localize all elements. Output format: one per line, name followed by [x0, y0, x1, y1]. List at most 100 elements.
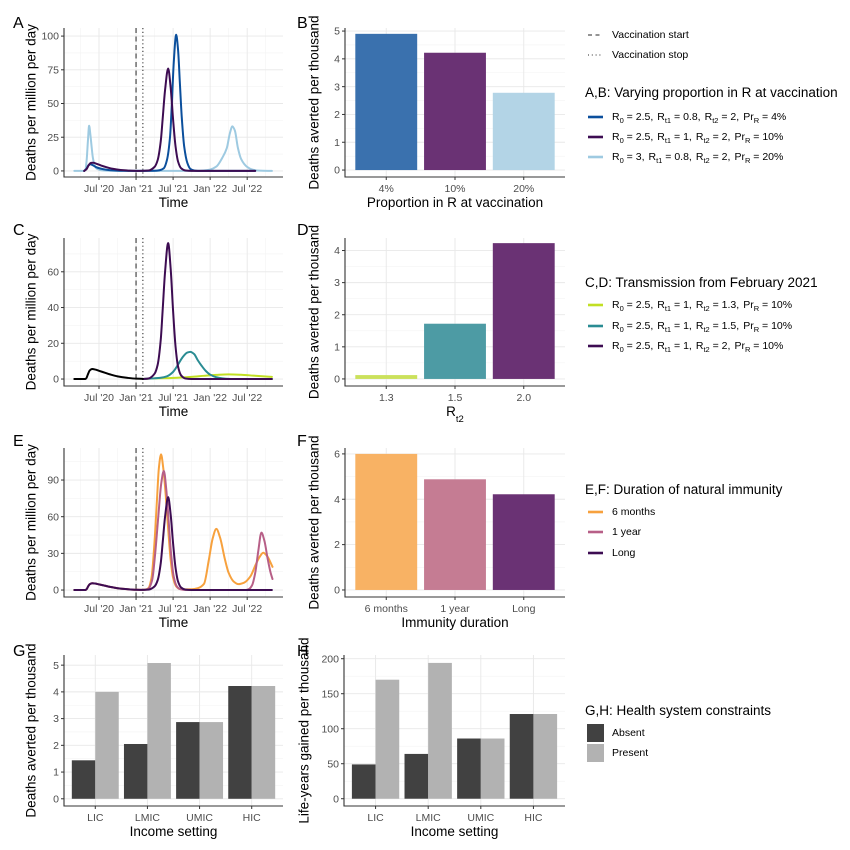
- legend-label: Present: [612, 747, 649, 759]
- bar-lmic-present: [428, 662, 452, 799]
- parameter-value: = 10%: [759, 320, 793, 332]
- parameter: PrR = 10%: [734, 131, 783, 145]
- legend-key-line: [587, 523, 604, 541]
- panel-letter: H: [297, 643, 309, 660]
- parameter: Rt2 = 2,: [695, 151, 731, 165]
- parameter-subscript: t1: [664, 345, 672, 354]
- x-tick-label: HIC: [524, 812, 543, 824]
- panel-letter: G: [13, 643, 25, 660]
- parameter-symbol: R: [657, 340, 665, 352]
- bar-long: [492, 494, 555, 590]
- y-tick-label: 100: [41, 31, 59, 43]
- parameter-symbol: R: [612, 320, 620, 332]
- legend-title: E,F: Duration of natural immunity: [585, 482, 783, 497]
- x-axis-title-subscript: t2: [456, 414, 464, 425]
- x-tick-label: 1.5: [448, 392, 463, 404]
- parameter-symbol: R: [695, 151, 704, 163]
- bar-lic-absent: [351, 764, 376, 799]
- y-tick-label: 3: [53, 713, 59, 725]
- x-tick-label: Jul '21: [158, 392, 188, 404]
- legend-label: R0 = 2.5, Rt1 = 1, Rt2 = 1.5, PrR = 10%: [612, 320, 796, 334]
- y-tick-label: 0: [334, 165, 340, 177]
- y-tick-label: 5: [334, 26, 340, 38]
- y-tick-label: 50: [327, 758, 339, 770]
- x-tick-label: LIC: [367, 812, 384, 824]
- x-tick-label: 20%: [513, 183, 534, 195]
- legend-key-dotted: [587, 46, 604, 64]
- bar-lmic-absent: [404, 753, 429, 799]
- y-tick-label: 4: [334, 245, 340, 257]
- x-tick-label: Jul '20: [84, 183, 114, 195]
- parameter-value: = 10%: [759, 299, 793, 311]
- parameter: Rt1 = 0.8,: [648, 151, 692, 165]
- legend-label: 1 year: [612, 526, 642, 538]
- y-axis-title: Deaths averted per thousand: [307, 225, 322, 399]
- y-axis-title: Deaths averted per thousand: [307, 435, 322, 609]
- x-tick-label: 2.0: [516, 392, 531, 404]
- x-axis-title: Time: [159, 615, 189, 630]
- x-tick-label: Jul '22: [232, 392, 262, 404]
- x-tick-label: Jan '21: [119, 392, 153, 404]
- parameter-value: = 1.3,: [709, 299, 740, 311]
- y-tick-label: 1: [334, 137, 340, 149]
- parameter-subscript: t2: [703, 136, 710, 145]
- parameter-symbol: R: [695, 320, 704, 332]
- panel-e: 0 30 60 90 Jul '20 Jan '21 Jul '21 Jan '22 Jul '…: [13, 433, 283, 630]
- y-tick-label: 20: [47, 338, 59, 350]
- series-line-long: [73, 496, 273, 592]
- y-tick-label: 0: [53, 374, 59, 386]
- parameter-value: = 2.5,: [623, 111, 654, 123]
- legend-key-line: [587, 337, 604, 355]
- x-axis-title: Time: [159, 195, 189, 210]
- y-tick-label: 25: [47, 132, 59, 144]
- parameter-symbol: R: [648, 151, 657, 163]
- bar-umic-absent: [457, 738, 481, 799]
- parameter-value: = 4%: [759, 111, 787, 123]
- y-tick-label: 0: [334, 585, 340, 597]
- y-tick-label: 100: [321, 723, 339, 735]
- y-tick-label: 0: [53, 166, 59, 178]
- x-tick-label: Jul '22: [232, 603, 262, 615]
- y-tick-label: 30: [47, 548, 59, 560]
- legend-key-line: [587, 503, 604, 521]
- parameter-symbol: Pr: [734, 340, 745, 352]
- parameter: R0 = 2.5,: [612, 111, 654, 125]
- parameter-symbol: Pr: [734, 131, 745, 143]
- parameter-subscript: t2: [703, 156, 710, 165]
- y-tick-label: 1: [334, 341, 340, 353]
- x-tick-label: Jan '21: [119, 603, 153, 615]
- parameter-subscript: 0: [619, 136, 624, 145]
- parameter-subscript: t1: [664, 304, 672, 313]
- y-tick-label: 1: [53, 767, 59, 779]
- bar-20pct: [492, 92, 555, 171]
- x-tick-label: LMIC: [135, 812, 161, 824]
- parameter: Rt2 = 1.5,: [695, 320, 739, 334]
- parameter-subscript: 0: [619, 156, 624, 165]
- parameter-subscript: t2: [712, 116, 719, 125]
- parameter-symbol: R: [612, 151, 620, 163]
- y-tick-label: 4: [53, 686, 59, 698]
- legend-key-line: [587, 108, 604, 126]
- x-tick-label: Jul '21: [158, 603, 188, 615]
- panel-c: 0 20 40 60 Jul '20 Jan '21 Jul '21 Jan '22 Jul '…: [13, 222, 283, 419]
- parameter-subscript: 0: [619, 325, 624, 334]
- legend-item: 6 months: [587, 503, 655, 521]
- bar-2-0: [492, 243, 555, 379]
- bar-lic-present: [95, 691, 119, 799]
- series-line-common-before-feb-2021: [73, 368, 144, 381]
- parameter-value: = 10%: [750, 340, 784, 352]
- legend-label: R0 = 3, Rt1 = 0.8, Rt2 = 2, PrR = 20%: [612, 151, 787, 165]
- parameter-value: = 0.8,: [662, 151, 692, 163]
- x-axis-title: Rt2: [446, 404, 464, 425]
- parameter-subscript: t1: [664, 325, 672, 334]
- x-tick-label: Jan '22: [193, 183, 227, 195]
- parameter: PrR = 10%: [743, 299, 793, 313]
- parameter-value: = 1,: [671, 131, 692, 143]
- legend-item: Present: [587, 744, 648, 762]
- panel-letter: D: [297, 222, 309, 239]
- parameter-symbol: R: [695, 299, 704, 311]
- parameter: PrR = 10%: [734, 340, 784, 354]
- parameter-subscript: R: [744, 156, 751, 165]
